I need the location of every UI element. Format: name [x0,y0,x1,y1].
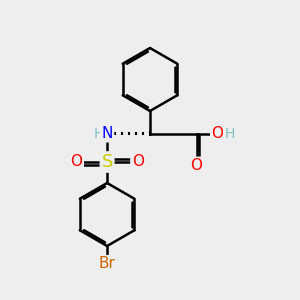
Text: Br: Br [99,256,116,272]
Text: H: H [224,127,235,140]
Text: H: H [93,127,103,140]
Text: O: O [132,154,144,169]
Text: O: O [190,158,202,173]
Text: O: O [70,154,83,169]
Text: N: N [101,126,113,141]
Text: O: O [212,126,224,141]
Text: S: S [101,153,113,171]
